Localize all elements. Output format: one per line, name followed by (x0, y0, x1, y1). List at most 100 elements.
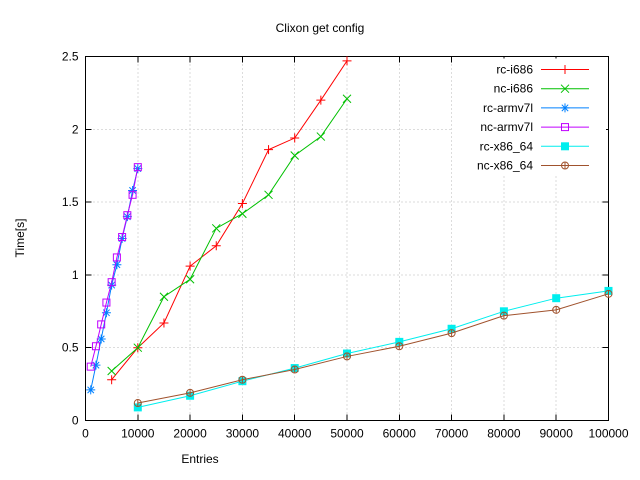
y-tick-label: 2 (72, 122, 79, 136)
marker-plus (342, 56, 352, 66)
x-tick-label: 0 (82, 427, 89, 441)
legend-item-nc-x86_64: nc-x86_64 (477, 159, 589, 173)
marker-cross (560, 84, 570, 94)
marker-square-open (97, 320, 106, 329)
marker-asterisk (128, 185, 138, 195)
marker-circle-open (447, 329, 456, 338)
y-tick-label: 2.5 (62, 50, 79, 64)
marker-plus (316, 95, 326, 105)
marker-asterisk (86, 385, 96, 395)
marker-asterisk (101, 308, 111, 318)
x-tick-label: 90000 (540, 427, 574, 441)
marker-plus (211, 241, 221, 251)
marker-square-open (128, 190, 137, 199)
marker-square-filled (499, 307, 508, 316)
legend-label: nc-i686 (494, 82, 534, 96)
series-rc-i686 (107, 56, 352, 385)
marker-asterisk (107, 280, 117, 290)
legend-item-nc-i686: nc-i686 (494, 82, 589, 96)
marker-cross (316, 132, 326, 141)
series-line-rc-x86_64 (137, 290, 609, 408)
marker-plus (185, 261, 195, 271)
legend-background (452, 58, 606, 176)
marker-cross (107, 366, 117, 376)
legend-label: rc-i686 (496, 63, 533, 77)
marker-plus (290, 133, 300, 143)
y-tick-label: 0 (72, 414, 79, 428)
x-tick-label: 50000 (330, 427, 364, 441)
marker-square-open (86, 362, 95, 371)
marker-circle-open (552, 305, 561, 314)
chart-title: Clixon get config (275, 21, 365, 35)
marker-cross (185, 274, 195, 284)
legend: rc-i686 nc-i686 rc-armv7l nc-armv7l rc-x86_6… (452, 58, 606, 176)
marker-circle-open (238, 375, 247, 384)
marker-cross (290, 151, 300, 160)
marker-plus (107, 375, 117, 385)
x-axis-label: Entries (0, 452, 640, 466)
y-tick-label: 0.5 (62, 341, 79, 355)
x-tick-label: 10000 (121, 427, 155, 441)
marker-circle-open (604, 289, 613, 298)
legend-item-rc-x86_64: rc-x86_64 (480, 139, 589, 153)
marker-square-filled (447, 324, 456, 333)
series-nc-armv7l (86, 163, 142, 371)
legend-item-rc-i686: rc-i686 (496, 63, 589, 77)
x-axis-label-text: Entries (181, 452, 219, 466)
legend-item-rc-armv7l: rc-armv7l (483, 101, 589, 115)
marker-square-open (133, 163, 142, 172)
marker-cross (342, 94, 352, 104)
x-tick-label: 80000 (487, 427, 521, 441)
marker-circle-open (290, 365, 299, 374)
marker-square-open (112, 253, 121, 262)
series-nc-i686 (107, 94, 352, 376)
series-nc-x86_64 (133, 289, 613, 408)
marker-square-open (107, 278, 116, 287)
marker-asterisk (96, 334, 106, 344)
legend-label: nc-armv7l (480, 120, 533, 134)
x-tick-label: 30000 (226, 427, 260, 441)
marker-square-open (561, 123, 569, 132)
x-tick-label: 100000 (588, 427, 628, 441)
series-line-rc-i686 (111, 60, 348, 381)
series-line-nc-x86_64 (137, 293, 609, 404)
tick-labels: 0 10000 20000 30000 40000 50000 60000 70000 8000… (62, 50, 629, 441)
marker-square-filled (395, 337, 404, 346)
legend-label: rc-x86_64 (480, 139, 534, 153)
marker-circle-open (395, 342, 404, 351)
marker-square-open (123, 211, 132, 220)
marker-square-open (118, 233, 127, 242)
marker-square-open (102, 298, 111, 307)
marker-asterisk (112, 260, 122, 270)
marker-circle-open (133, 399, 142, 408)
x-tick-label: 60000 (383, 427, 417, 441)
x-tick-label: 40000 (278, 427, 312, 441)
marker-cross (264, 190, 273, 200)
x-tick-label: 20000 (173, 427, 207, 441)
marker-asterisk (560, 103, 570, 113)
marker-square-filled (552, 294, 561, 303)
marker-circle-open (499, 311, 508, 320)
legend-label: nc-x86_64 (477, 159, 533, 173)
marker-circle-open (343, 352, 351, 361)
series-line-nc-armv7l (90, 167, 139, 367)
marker-square-open (91, 342, 100, 351)
series-rc-x86_64 (133, 286, 613, 412)
marker-plus (264, 145, 274, 155)
marker-cross (238, 209, 247, 219)
marker-cross (159, 292, 169, 302)
marker-square-filled (133, 403, 142, 412)
y-tick-label: 1.5 (62, 195, 79, 209)
y-axis-label: Time[s] (13, 218, 27, 258)
marker-cross (211, 223, 221, 233)
marker-asterisk (91, 360, 101, 370)
legend-label: rc-armv7l (483, 101, 533, 115)
marker-plus (237, 199, 247, 209)
marker-square-filled (561, 142, 569, 151)
legend-item-nc-armv7l: nc-armv7l (480, 120, 589, 134)
x-tick-label: 70000 (435, 427, 469, 441)
marker-circle-open (561, 161, 569, 170)
marker-plus (560, 65, 570, 74)
y-tick-label: 1 (72, 268, 79, 282)
